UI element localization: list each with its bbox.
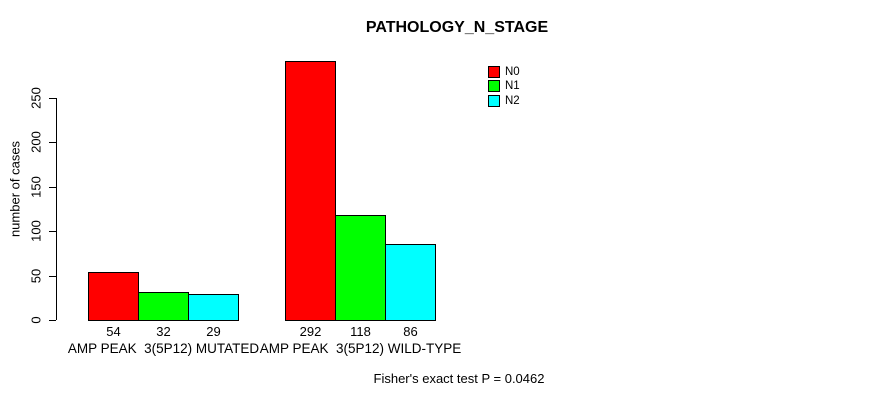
bar-value-label-N1-group1: 32	[156, 324, 171, 339]
y-axis-tick-label: 200	[28, 131, 44, 154]
legend-item-N0: N0	[488, 65, 520, 79]
bar-value-label-N1-group2: 118	[350, 324, 371, 339]
y-axis-title: number of cases	[7, 140, 23, 238]
legend-label-N0: N0	[505, 66, 520, 79]
legend: N0 N1 N2	[488, 65, 520, 108]
y-axis-tick	[49, 275, 56, 277]
bar-N2-group2	[385, 244, 436, 321]
bar-value-label-N2-group1: 29	[206, 324, 221, 339]
legend-label-N1: N1	[505, 80, 520, 93]
y-axis-tick-label: 250	[28, 87, 44, 109]
legend-swatch-N1	[488, 80, 500, 93]
y-axis-tick-label: 50	[28, 268, 44, 283]
y-axis-line	[56, 98, 57, 320]
category-label-group2: AMP PEAK 3(5P12) WILD-TYPE	[259, 341, 462, 356]
legend-item-N1: N1	[488, 79, 520, 93]
y-axis-tick	[49, 231, 56, 233]
bar-N1-group2	[335, 215, 386, 321]
bar-value-label-N2-group2: 86	[403, 324, 418, 339]
legend-swatch-N0	[488, 66, 500, 79]
bar-N0-group1	[88, 272, 139, 321]
chart-title: PATHOLOGY_N_STAGE	[365, 19, 549, 36]
category-label-group1: AMP PEAK 3(5P12) MUTATED	[67, 341, 260, 356]
y-axis-tick	[49, 320, 56, 321]
legend-swatch-N2	[488, 94, 500, 107]
bar-N0-group2	[285, 61, 336, 321]
y-axis-tick-label: 150	[28, 175, 44, 198]
bar-value-label-N0-group1: 54	[106, 324, 121, 339]
y-axis-tick	[49, 186, 56, 188]
y-axis-tick-label: 0	[28, 316, 44, 324]
legend-item-N2: N2	[488, 94, 520, 108]
bar-N2-group1	[188, 294, 239, 321]
bar-N1-group1	[138, 292, 189, 321]
y-axis-tick	[49, 142, 56, 144]
y-axis-tick-label: 100	[28, 220, 44, 243]
bar-value-label-N0-group2: 292	[299, 324, 322, 339]
y-axis-tick	[49, 98, 56, 99]
fisher-test-annotation: Fisher's exact test P = 0.0462	[373, 371, 545, 386]
legend-label-N2: N2	[505, 94, 520, 107]
